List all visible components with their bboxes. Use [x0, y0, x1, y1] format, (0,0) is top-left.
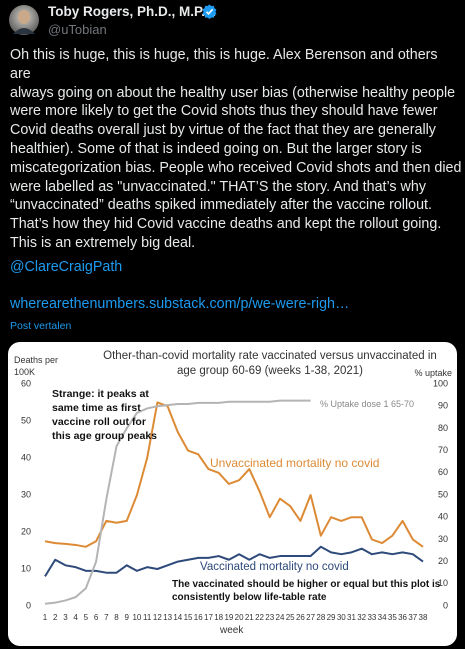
x-tick-label: 12 — [153, 613, 162, 622]
x-tick-label: 29 — [327, 613, 336, 622]
tweet-line: That’s how they hid Covid vaccine deaths… — [10, 216, 442, 233]
x-tick-label: 4 — [73, 613, 78, 622]
y2-tick-label: 100 — [433, 378, 448, 388]
y2-axis-label: % uptake — [414, 368, 452, 378]
author-name[interactable]: Toby Rogers, Ph.D., M.P.P. — [48, 4, 217, 19]
y-axis-label: Deaths per 100K — [14, 355, 59, 377]
x-tick-label: 22 — [255, 613, 264, 622]
x-tick-label: 18 — [214, 613, 223, 622]
tweet-body: Oh this is huge, this is huge, this is h… — [10, 46, 462, 253]
x-tick-label: 33 — [367, 613, 376, 622]
y-tick-label: 20 — [21, 526, 31, 536]
y-tick-label: 10 — [21, 563, 31, 573]
x-tick-label: 34 — [378, 613, 387, 622]
x-tick-label: 10 — [132, 613, 141, 622]
series-line — [44, 545, 424, 577]
translate-link[interactable]: Post vertalen — [10, 320, 72, 332]
tweet-line: Covid deaths overall just by virtue of t… — [10, 122, 436, 139]
avatar[interactable] — [8, 4, 40, 36]
x-tick-label: 3 — [63, 613, 68, 622]
x-tick-label: 13 — [163, 613, 172, 622]
x-tick-label: 36 — [398, 613, 407, 622]
author-handle[interactable]: @uTobian — [48, 22, 107, 37]
x-tick-label: 26 — [296, 613, 305, 622]
y2-tick-label: 80 — [438, 423, 448, 433]
x-tick-label: 15 — [184, 613, 193, 622]
x-tick-label: 14 — [173, 613, 182, 622]
tweet-line: were more likely to get the Covid shots … — [10, 103, 438, 120]
chart-title: Other-than-covid mortality rate vaccinat… — [103, 350, 437, 377]
y2-tick-label: 30 — [438, 534, 448, 544]
x-tick-label: 8 — [114, 613, 119, 622]
series-label: % Uptake dose 1 65-70 — [320, 399, 415, 409]
annotation: The vaccinated should be higher or equal… — [172, 579, 441, 603]
y2-tick-label: 90 — [438, 401, 448, 411]
series-line — [44, 401, 424, 548]
x-tick-label: 25 — [286, 613, 295, 622]
x-tick-label: 28 — [316, 613, 325, 622]
link[interactable]: wherearethenumbers.substack.com/p/we-wer… — [10, 296, 350, 312]
x-tick-label: 9 — [125, 613, 130, 622]
x-tick-label: 20 — [235, 613, 244, 622]
tweet-line: “unvaccinated” deaths spiked immediately… — [10, 197, 432, 214]
x-tick-label: 23 — [265, 613, 274, 622]
y-tick-label: 40 — [21, 452, 31, 462]
y2-tick-label: 0 — [443, 600, 448, 610]
chart-image[interactable]: 0 10 20 30 40 50 60 0 10 20 30 40 50 60 70 80 90 100 1 2 3 4 5… — [8, 342, 457, 646]
tweet-line: were labelled as "unvaccinated." THAT’S … — [10, 178, 426, 195]
series-label: Unvaccinated mortality no covid — [210, 456, 380, 470]
series-line — [44, 399, 311, 605]
tweet-line: healthier). Some of that is indeed going… — [10, 140, 422, 157]
x-tick-label: 1 — [43, 613, 48, 622]
x-tick-label: 27 — [306, 613, 315, 622]
x-tick-label: 21 — [245, 613, 254, 622]
y2-tick-label: 40 — [438, 512, 448, 522]
x-tick-label: 19 — [224, 613, 233, 622]
y2-tick-label: 70 — [438, 445, 448, 455]
verified-badge — [202, 4, 217, 19]
y2-tick-label: 20 — [438, 556, 448, 566]
x-tick-label: 37 — [408, 613, 417, 622]
y2-tick-label: 50 — [438, 489, 448, 499]
x-tick-label: 7 — [104, 613, 109, 622]
y2-tick-label: 60 — [438, 467, 448, 477]
y-tick-label: 0 — [26, 600, 31, 610]
x-tick-label: 5 — [84, 613, 89, 622]
x-tick-label: 6 — [94, 613, 99, 622]
x-tick-label: 38 — [419, 613, 428, 622]
x-tick-label: 35 — [388, 613, 397, 622]
x-tick-label: 2 — [53, 613, 58, 622]
y-tick-label: 60 — [21, 378, 31, 388]
tweet-line: Oh this is huge, this is huge, this is h… — [10, 47, 438, 82]
annotation: Strange: it peaks at same time as first … — [52, 388, 158, 442]
x-tick-label: 32 — [357, 613, 366, 622]
series-label: Vaccinated mortality no covid — [200, 561, 349, 573]
tweet-line: miscategorization bias. People who recei… — [10, 159, 462, 176]
x-tick-label: 24 — [276, 613, 285, 622]
x-tick-label: 16 — [194, 613, 203, 622]
tweet-line: always going on about the healthy user b… — [10, 84, 456, 101]
x-tick-label: 17 — [204, 613, 213, 622]
mention[interactable]: @ClareCraigPath — [10, 259, 123, 275]
x-tick-label: 31 — [347, 613, 356, 622]
x-tick-label: 30 — [337, 613, 346, 622]
tweet-line: This is an extremely big deal. — [10, 234, 196, 251]
y-tick-label: 30 — [21, 489, 31, 499]
y-tick-label: 50 — [21, 415, 31, 425]
y2-tick-label: 10 — [438, 578, 448, 588]
x-axis-label: week — [220, 625, 244, 636]
x-tick-label: 11 — [143, 613, 152, 622]
